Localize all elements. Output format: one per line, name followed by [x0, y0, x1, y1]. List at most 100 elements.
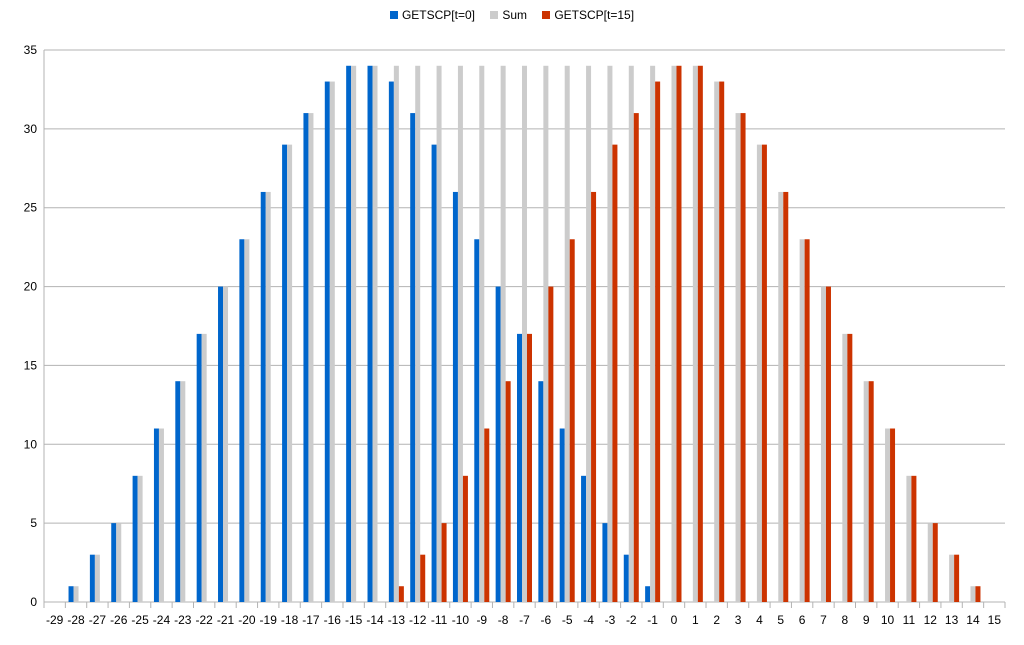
- bar-getscp-t-0: [89, 554, 95, 602]
- legend: GETSCP[t=0] Sum GETSCP[t=15]: [0, 8, 1024, 22]
- x-tick-label: 13: [945, 613, 959, 627]
- bar-getscp-t-0: [175, 381, 181, 602]
- x-tick-label: -1: [647, 613, 658, 627]
- legend-item-getscp-t0: GETSCP[t=0]: [389, 8, 475, 22]
- bar-sum: [756, 144, 762, 602]
- bar-getscp-t-15: [890, 428, 896, 602]
- bar-sum: [201, 333, 207, 602]
- legend-label-sum: Sum: [502, 8, 527, 22]
- legend-item-getscp-t15: GETSCP[t=15]: [542, 8, 634, 22]
- bar-getscp-t-0: [559, 428, 565, 602]
- x-tick-label: 5: [777, 613, 784, 627]
- bar-getscp-t-0: [602, 523, 608, 602]
- bar-sum: [842, 333, 848, 602]
- bar-getscp-t-15: [633, 113, 639, 602]
- bar-getscp-t-15: [932, 523, 938, 602]
- bar-sum: [329, 81, 335, 603]
- bar-sum: [778, 191, 784, 602]
- bar-sum: [692, 65, 698, 603]
- y-tick-label: 15: [24, 358, 38, 372]
- x-tick-label: -13: [388, 613, 406, 627]
- bar-getscp-t-0: [410, 113, 416, 602]
- legend-swatch-getscp-t15: [542, 11, 551, 19]
- x-tick-label: -15: [345, 613, 363, 627]
- x-tick-label: -20: [238, 613, 256, 627]
- bar-sum: [799, 239, 805, 602]
- x-tick-label: -24: [153, 613, 171, 627]
- x-tick-label: 14: [966, 613, 980, 627]
- bar-getscp-t-15: [484, 428, 490, 602]
- x-tick-label: 8: [841, 613, 848, 627]
- bar-sum: [735, 113, 741, 602]
- x-tick-label: -16: [324, 613, 342, 627]
- bar-getscp-t-0: [132, 475, 138, 602]
- y-tick-label: 35: [24, 43, 38, 57]
- x-tick-label: -22: [195, 613, 213, 627]
- bar-getscp-t-0: [239, 239, 245, 602]
- x-tick-label: -12: [409, 613, 427, 627]
- bar-sum: [180, 381, 186, 602]
- bar-getscp-t-0: [346, 65, 352, 603]
- bars-layer: [68, 65, 981, 603]
- bar-sum: [500, 65, 506, 603]
- x-tick-label: 12: [924, 613, 938, 627]
- x-tick-label: -10: [452, 613, 470, 627]
- x-tick-label: -29: [46, 613, 64, 627]
- bar-getscp-t-15: [591, 191, 597, 602]
- x-tick-label: -11: [431, 613, 448, 627]
- bar-getscp-t-15: [462, 475, 468, 602]
- x-tick-label: -19: [260, 613, 278, 627]
- legend-swatch-getscp-t0: [389, 11, 398, 19]
- bar-sum: [564, 65, 570, 603]
- bar-sum: [244, 239, 250, 602]
- bar-getscp-t-15: [527, 333, 532, 602]
- bar-sum: [522, 65, 527, 603]
- bar-getscp-t-15: [761, 144, 767, 602]
- x-tick-label: -3: [605, 613, 616, 627]
- x-tick-label: -23: [174, 613, 192, 627]
- bar-getscp-t-15: [676, 65, 682, 603]
- x-tick-label: 2: [713, 613, 720, 627]
- x-tick-label: 0: [671, 613, 678, 627]
- bar-getscp-t-0: [68, 586, 74, 602]
- bar-getscp-t-0: [367, 65, 373, 603]
- bar-sum: [970, 586, 976, 602]
- y-tick-label: 30: [24, 122, 38, 136]
- bar-sum: [265, 191, 271, 602]
- bar-sum: [223, 286, 229, 602]
- bar-sum: [415, 65, 421, 603]
- bar-getscp-t-15: [398, 586, 404, 602]
- legend-label-getscp-t0: GETSCP[t=0]: [401, 8, 475, 22]
- bar-sum: [287, 144, 293, 602]
- x-tick-label: -14: [366, 613, 384, 627]
- bar-sum: [650, 65, 656, 603]
- bar-sum: [351, 65, 357, 603]
- bar-getscp-t-15: [505, 381, 511, 602]
- legend-swatch-sum: [490, 11, 499, 19]
- x-tick-label: 3: [735, 613, 742, 627]
- bar-getscp-t-15: [697, 65, 703, 603]
- x-tick-label: -4: [583, 613, 594, 627]
- bar-sum: [671, 65, 677, 603]
- x-tick-label: 9: [863, 613, 870, 627]
- y-tick-label: 5: [30, 516, 37, 530]
- bar-sum: [543, 65, 549, 603]
- bar-getscp-t-15: [783, 191, 789, 602]
- x-tick-label: 15: [988, 613, 1002, 627]
- bar-getscp-t-0: [495, 286, 501, 602]
- x-tick-label: -7: [519, 613, 530, 627]
- bar-sum: [927, 523, 933, 602]
- x-tick-label: -9: [476, 613, 487, 627]
- bar-getscp-t-0: [645, 586, 651, 602]
- bar-sum: [885, 428, 891, 602]
- bar-getscp-t-15: [975, 586, 981, 602]
- bar-getscp-t-0: [303, 113, 309, 602]
- bar-getscp-t-15: [612, 144, 618, 602]
- x-tick-label: 11: [903, 613, 916, 627]
- bar-sum: [158, 428, 164, 602]
- bar-getscp-t-0: [517, 333, 522, 602]
- bar-getscp-t-15: [740, 113, 746, 602]
